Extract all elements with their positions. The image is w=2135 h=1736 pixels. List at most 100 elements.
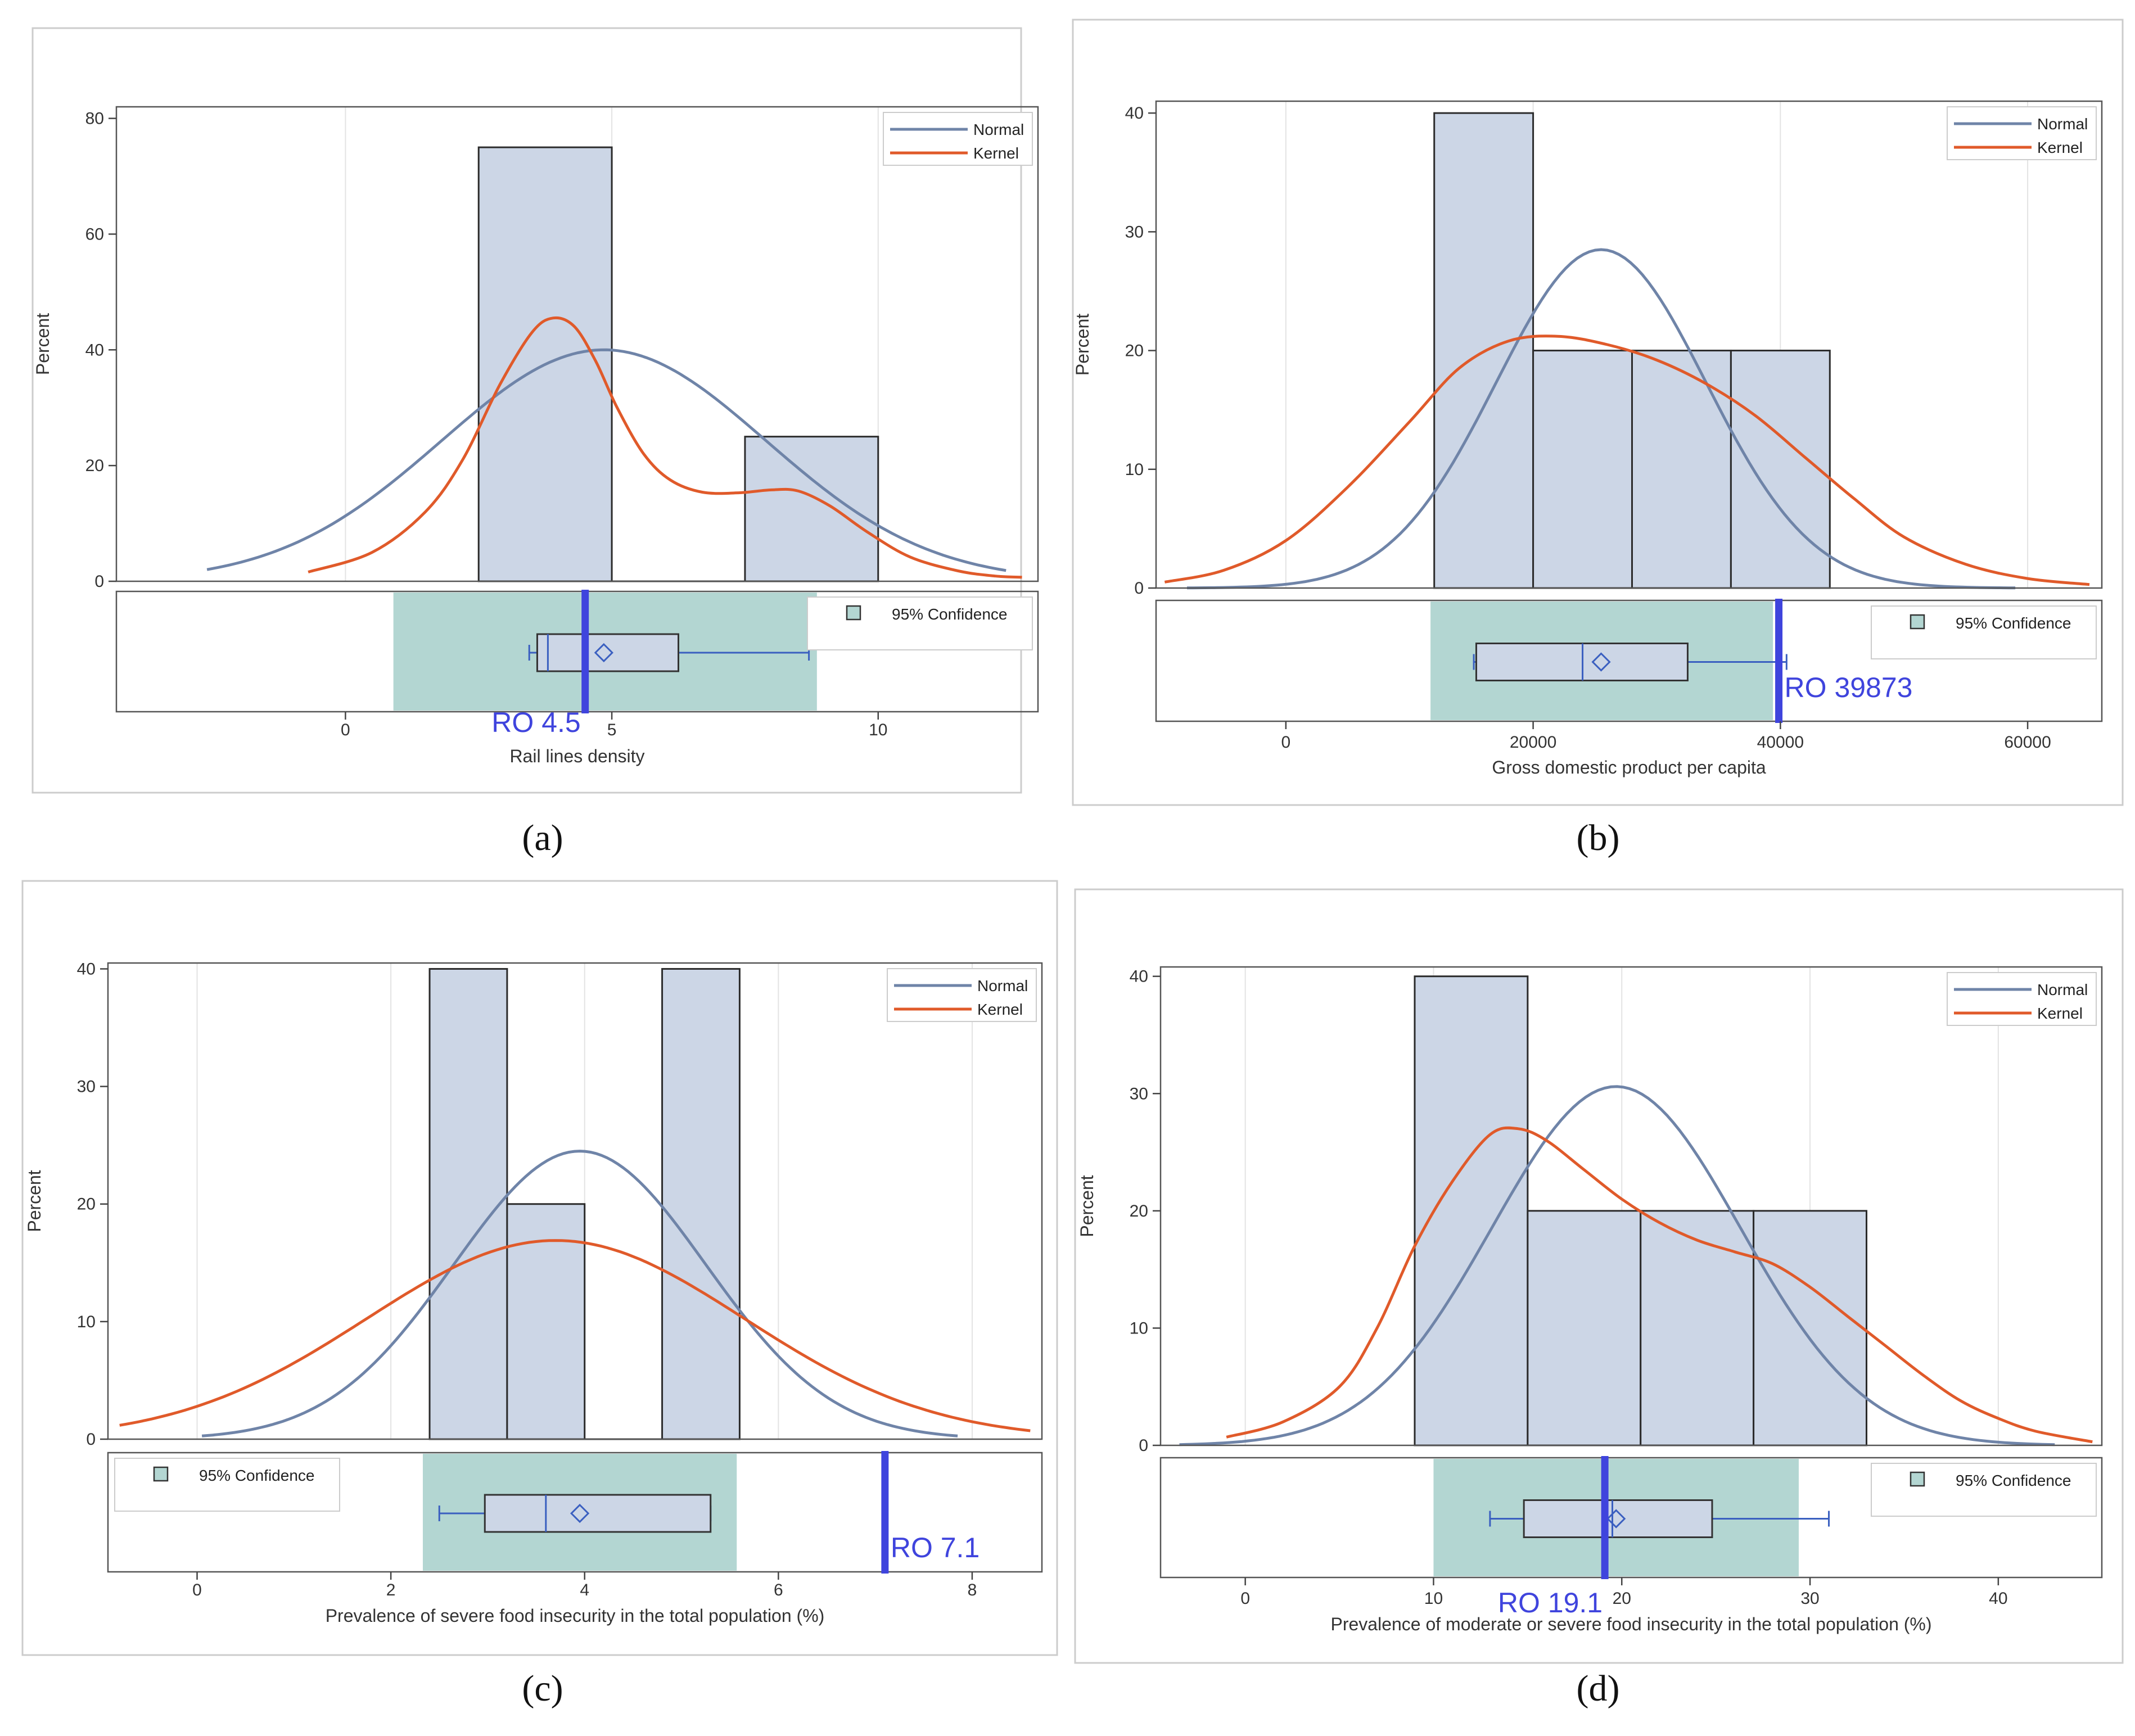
- kernel-curve: [1164, 334, 2090, 586]
- panel-frame: [1074, 888, 2124, 1664]
- kernel-curve: [1226, 1126, 2093, 1444]
- confidence-legend: [807, 596, 1033, 650]
- reference-label: RO 4.5: [491, 707, 580, 738]
- y-tick-label: 10: [77, 1313, 96, 1331]
- x-tick-label: 40000: [1757, 733, 1804, 752]
- chart-panel-b: 0 10 20 30 40 Percent Normal Kernel 95% Confiden…: [1072, 19, 2124, 858]
- x-tick-label: 0: [341, 721, 350, 739]
- histogram-bar: [1640, 1210, 1755, 1446]
- box-panel-frame: [115, 590, 1039, 713]
- histogram-bar: [744, 436, 879, 582]
- panel-frame: [1072, 19, 2124, 806]
- normal-curve: [206, 348, 1006, 572]
- confidence-legend-swatch: [1910, 614, 1925, 630]
- x-tick-label: 8: [968, 1581, 977, 1599]
- y-axis-label: Percent: [1072, 314, 1093, 376]
- y-tick-label: 0: [94, 572, 104, 591]
- x-axis-label: Gross domestic product per capita: [1492, 757, 1766, 777]
- confidence-legend: [114, 1458, 340, 1512]
- reference-label: RO 7.1: [891, 1532, 980, 1563]
- histogram-bar: [1631, 350, 1732, 589]
- x-tick-label: 5: [607, 721, 617, 739]
- x-tick-label: 0: [1240, 1589, 1250, 1608]
- panel-frame: [21, 880, 1058, 1656]
- panel-caption: (c): [522, 1668, 563, 1709]
- y-tick-label: 40: [1125, 104, 1144, 123]
- histogram-bar: [1532, 350, 1633, 589]
- box-mean-marker: [594, 643, 613, 663]
- x-tick-label: 20: [1613, 1589, 1631, 1608]
- legend-kernel-label: Kernel: [2037, 1005, 2083, 1022]
- box-iqr: [1523, 1499, 1713, 1538]
- x-tick-label: 2: [386, 1581, 396, 1599]
- panel-frame: [31, 27, 1022, 794]
- y-tick-label: 0: [1134, 579, 1144, 598]
- y-tick-label: 20: [77, 1195, 96, 1214]
- box-mean-marker: [1591, 652, 1611, 672]
- y-axis-label: Percent: [1077, 1175, 1097, 1237]
- curve-legend: [1947, 106, 2097, 160]
- y-tick-label: 80: [85, 110, 104, 128]
- box-mean-marker: [1606, 1509, 1626, 1529]
- y-tick-label: 10: [1125, 460, 1144, 479]
- chart-panel-d: 0 10 20 30 40 Percent Normal Kernel 95% Confiden…: [1074, 888, 2124, 1709]
- x-tick-label: 60000: [2004, 733, 2051, 752]
- legend-normal-label: Normal: [977, 977, 1028, 994]
- panel-caption: (a): [522, 817, 563, 858]
- normal-curve: [1187, 248, 2016, 590]
- y-tick-label: 30: [1125, 223, 1144, 241]
- confidence-legend-label: 95% Confidence: [1956, 1472, 2071, 1489]
- y-tick-label: 0: [1139, 1436, 1148, 1455]
- confidence-legend: [1871, 605, 2097, 659]
- normal-curve: [1179, 1085, 2055, 1446]
- x-tick-label: 0: [1281, 733, 1291, 752]
- x-tick-label: 20000: [1510, 733, 1556, 752]
- box-iqr: [484, 1494, 712, 1533]
- panel-caption: (d): [1577, 1668, 1620, 1709]
- reference-label: RO 39873: [1785, 672, 1913, 703]
- histogram-bar: [506, 1203, 586, 1440]
- plot-frame: [1159, 966, 2103, 1446]
- y-tick-label: 20: [1130, 1202, 1148, 1220]
- plot-frame: [115, 106, 1039, 582]
- x-axis-label: Rail lines density: [509, 746, 644, 766]
- curve-legend: [883, 112, 1033, 166]
- curve-legend: [1947, 972, 2097, 1026]
- plot-frame: [107, 962, 1043, 1440]
- histogram-bar: [661, 968, 741, 1440]
- x-tick-label: 30: [1800, 1589, 1819, 1608]
- legend-normal-label: Normal: [2037, 115, 2088, 133]
- legend-kernel-label: Kernel: [973, 144, 1019, 162]
- curve-legend: [887, 968, 1037, 1022]
- y-tick-label: 40: [1130, 968, 1148, 986]
- box-iqr: [536, 633, 680, 672]
- histogram-bar: [428, 968, 508, 1440]
- y-tick-label: 60: [85, 225, 104, 243]
- y-tick-label: 30: [1130, 1084, 1148, 1103]
- chart-panel-a: 0 20 40 60 80 Percent Normal Kernel 95% Confiden…: [31, 27, 1039, 858]
- histogram-bar: [1753, 1210, 1868, 1446]
- confidence-legend-swatch: [1910, 1471, 1925, 1487]
- histogram-bar: [1433, 112, 1534, 589]
- y-tick-label: 20: [85, 456, 104, 475]
- x-tick-label: 4: [580, 1581, 589, 1599]
- y-axis-label: Percent: [33, 313, 53, 375]
- histogram-bar: [1527, 1210, 1642, 1446]
- legend-kernel-label: Kernel: [977, 1001, 1023, 1018]
- x-axis-label: Prevalence of moderate or severe food in…: [1330, 1614, 1931, 1634]
- box-mean-marker: [570, 1503, 590, 1523]
- box-panel-frame: [1155, 599, 2103, 722]
- x-axis-label: Prevalence of severe food insecurity in …: [326, 1606, 825, 1626]
- normal-curve: [201, 1150, 958, 1437]
- y-tick-label: 40: [77, 960, 96, 978]
- confidence-legend: [1871, 1463, 2097, 1517]
- y-tick-label: 40: [85, 341, 104, 359]
- kernel-curve: [308, 316, 1022, 579]
- histogram-bar: [1730, 350, 1831, 589]
- x-tick-label: 6: [774, 1581, 783, 1599]
- confidence-legend-swatch: [846, 605, 861, 621]
- y-tick-label: 10: [1130, 1319, 1148, 1337]
- x-tick-label: 10: [1424, 1589, 1443, 1608]
